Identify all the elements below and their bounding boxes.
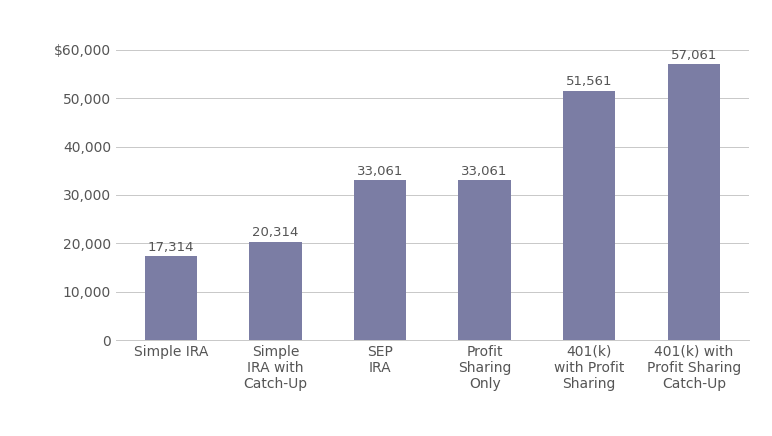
Text: 51,561: 51,561: [566, 75, 612, 88]
Bar: [249, 242, 302, 340]
Bar: [144, 256, 197, 340]
Text: 33,061: 33,061: [357, 165, 403, 178]
Bar: [354, 180, 406, 340]
Text: 57,061: 57,061: [671, 49, 717, 61]
Text: 20,314: 20,314: [252, 226, 299, 239]
Bar: [668, 64, 720, 340]
Bar: [563, 91, 615, 340]
Text: 17,314: 17,314: [147, 241, 194, 254]
Text: 33,061: 33,061: [462, 165, 508, 178]
Bar: [459, 180, 511, 340]
